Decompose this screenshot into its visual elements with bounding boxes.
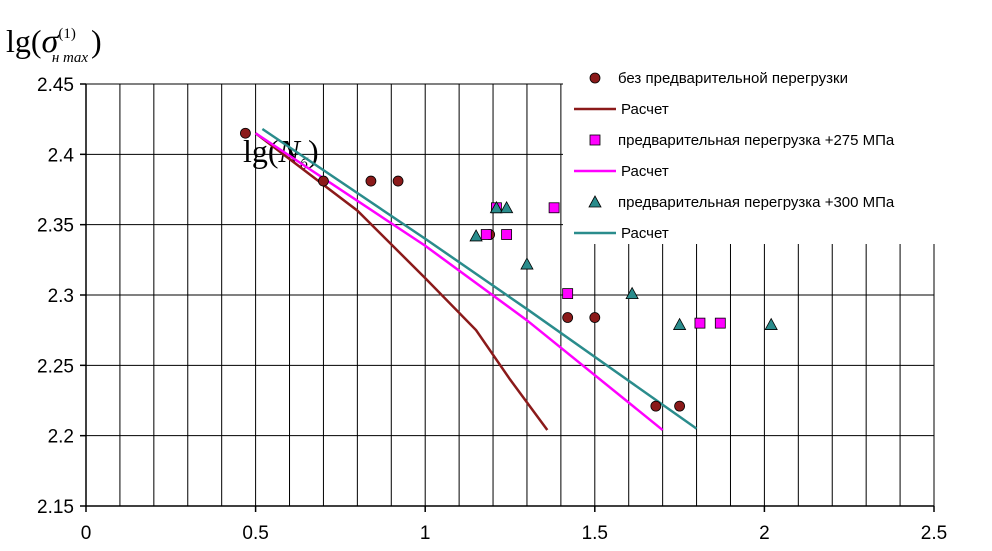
y-tick-label: 2.3 [48, 286, 74, 307]
annotation-close: ) [308, 133, 319, 169]
series-2-point-2 [501, 229, 513, 240]
legend-label-3: Расчет [621, 163, 669, 180]
x-tick-label: 2 [759, 523, 770, 544]
legend-swatch-2 [589, 134, 601, 146]
series-1-line [254, 132, 549, 431]
x-tick-label: 0 [81, 523, 92, 544]
series-4-point-5 [672, 317, 687, 330]
y-label-sigma: σ [42, 23, 60, 60]
series-4-point-0 [469, 229, 483, 242]
x-tick-label: 1 [420, 523, 431, 544]
series-2-point-0 [480, 229, 492, 240]
y-tick-label: 2.15 [37, 497, 74, 518]
annotation-base: lg( [243, 133, 279, 169]
series-5-line [261, 127, 698, 430]
series-4-point-6 [764, 317, 778, 330]
x-tick-label: 1.5 [582, 523, 608, 544]
series-4-point-3 [520, 257, 534, 270]
series-2-point-6 [714, 317, 726, 329]
x-tick-labels: 0 0.5 1 1.5 2 2.5 [81, 523, 948, 544]
x-tick-label: 0.5 [242, 523, 268, 544]
y-tick-label: 2.2 [48, 427, 74, 448]
series-0-point-6 [589, 312, 601, 323]
series-points [240, 127, 778, 412]
x-tick-label: 2.5 [921, 523, 947, 544]
series-4-point-4 [625, 286, 639, 299]
series-0-point-8 [674, 400, 685, 412]
y-label-sup: (1) [58, 26, 76, 42]
legend-label-0: без предварительной перегрузки [618, 70, 848, 87]
series-3-line [254, 132, 664, 432]
y-label-close: ) [91, 23, 102, 59]
series-lines [254, 127, 698, 432]
series-2-point-3 [548, 202, 560, 214]
series-0-point-1 [318, 175, 329, 187]
series-4-point-1 [489, 200, 504, 214]
legend-label-2: предварительная перегрузка +275 МПа [618, 132, 895, 149]
legend-box [563, 64, 992, 244]
y-label-base: lg( [6, 23, 42, 59]
axes [80, 83, 935, 512]
y-tick-labels: 2.15 2.2 2.25 2.3 2.35 2.4 2.45 [37, 75, 74, 518]
series-0-point-7 [650, 400, 662, 412]
legend-swatch-4 [588, 195, 602, 208]
legend-swatch-0 [589, 72, 601, 84]
y-tick-label: 2.25 [37, 356, 74, 377]
series-2-point-5 [694, 317, 706, 329]
y-label-sub: н max [52, 50, 89, 66]
series-0-point-3 [392, 175, 404, 187]
y-axis-label: lg(σ(1) н max) [6, 23, 102, 66]
series-2-point-4 [562, 288, 574, 299]
legend-label-4: предварительная перегрузка +300 МПа [618, 194, 895, 211]
series-0-point-5 [562, 312, 574, 323]
legend-label-1: Расчет [621, 101, 669, 118]
y-tick-label: 2.4 [48, 145, 75, 166]
series-4-point-2 [499, 200, 514, 214]
series-0-point-0 [240, 127, 251, 139]
legend: без предварительной перегрузки Расчет пред… [563, 64, 992, 244]
y-tick-label: 2.45 [37, 75, 74, 96]
series-0-point-2 [365, 175, 377, 187]
legend-label-5: Расчет [621, 225, 669, 242]
y-tick-label: 2.35 [37, 216, 74, 237]
